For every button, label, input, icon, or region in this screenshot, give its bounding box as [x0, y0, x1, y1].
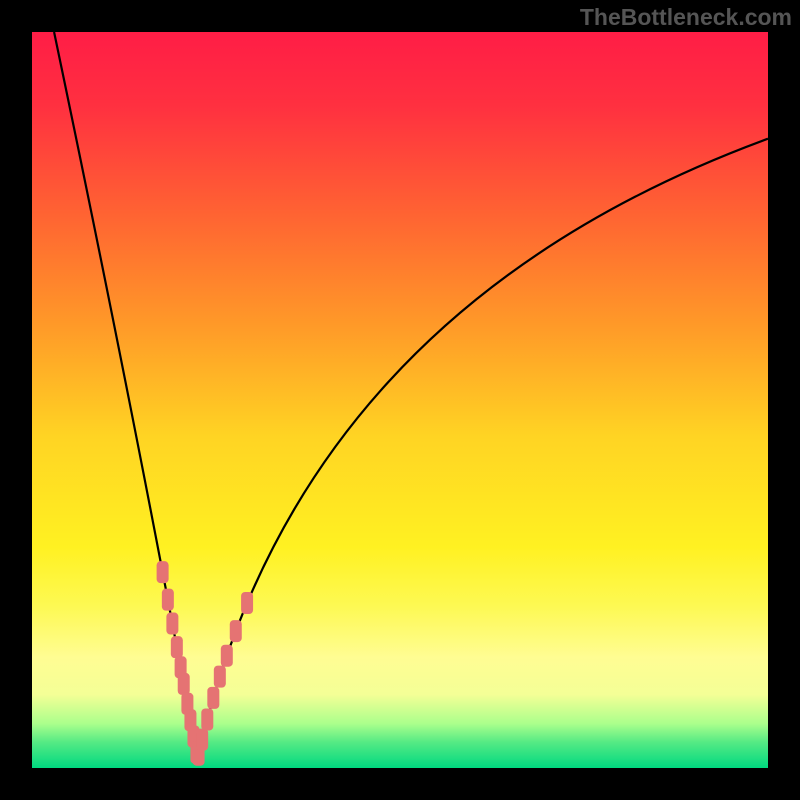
data-point [230, 620, 242, 642]
gradient-background [32, 32, 768, 768]
data-point [196, 729, 208, 751]
data-point [171, 636, 183, 658]
data-point [241, 592, 253, 614]
chart-canvas: TheBottleneck.com [0, 0, 800, 800]
plot-svg [32, 32, 768, 768]
plot-area [32, 32, 768, 768]
data-point [166, 613, 178, 635]
data-point [221, 645, 233, 667]
watermark-text: TheBottleneck.com [580, 4, 792, 31]
data-point [178, 673, 190, 695]
data-point [207, 687, 219, 709]
data-point [162, 589, 174, 611]
data-point [214, 666, 226, 688]
data-point [157, 561, 169, 583]
data-point [201, 708, 213, 730]
